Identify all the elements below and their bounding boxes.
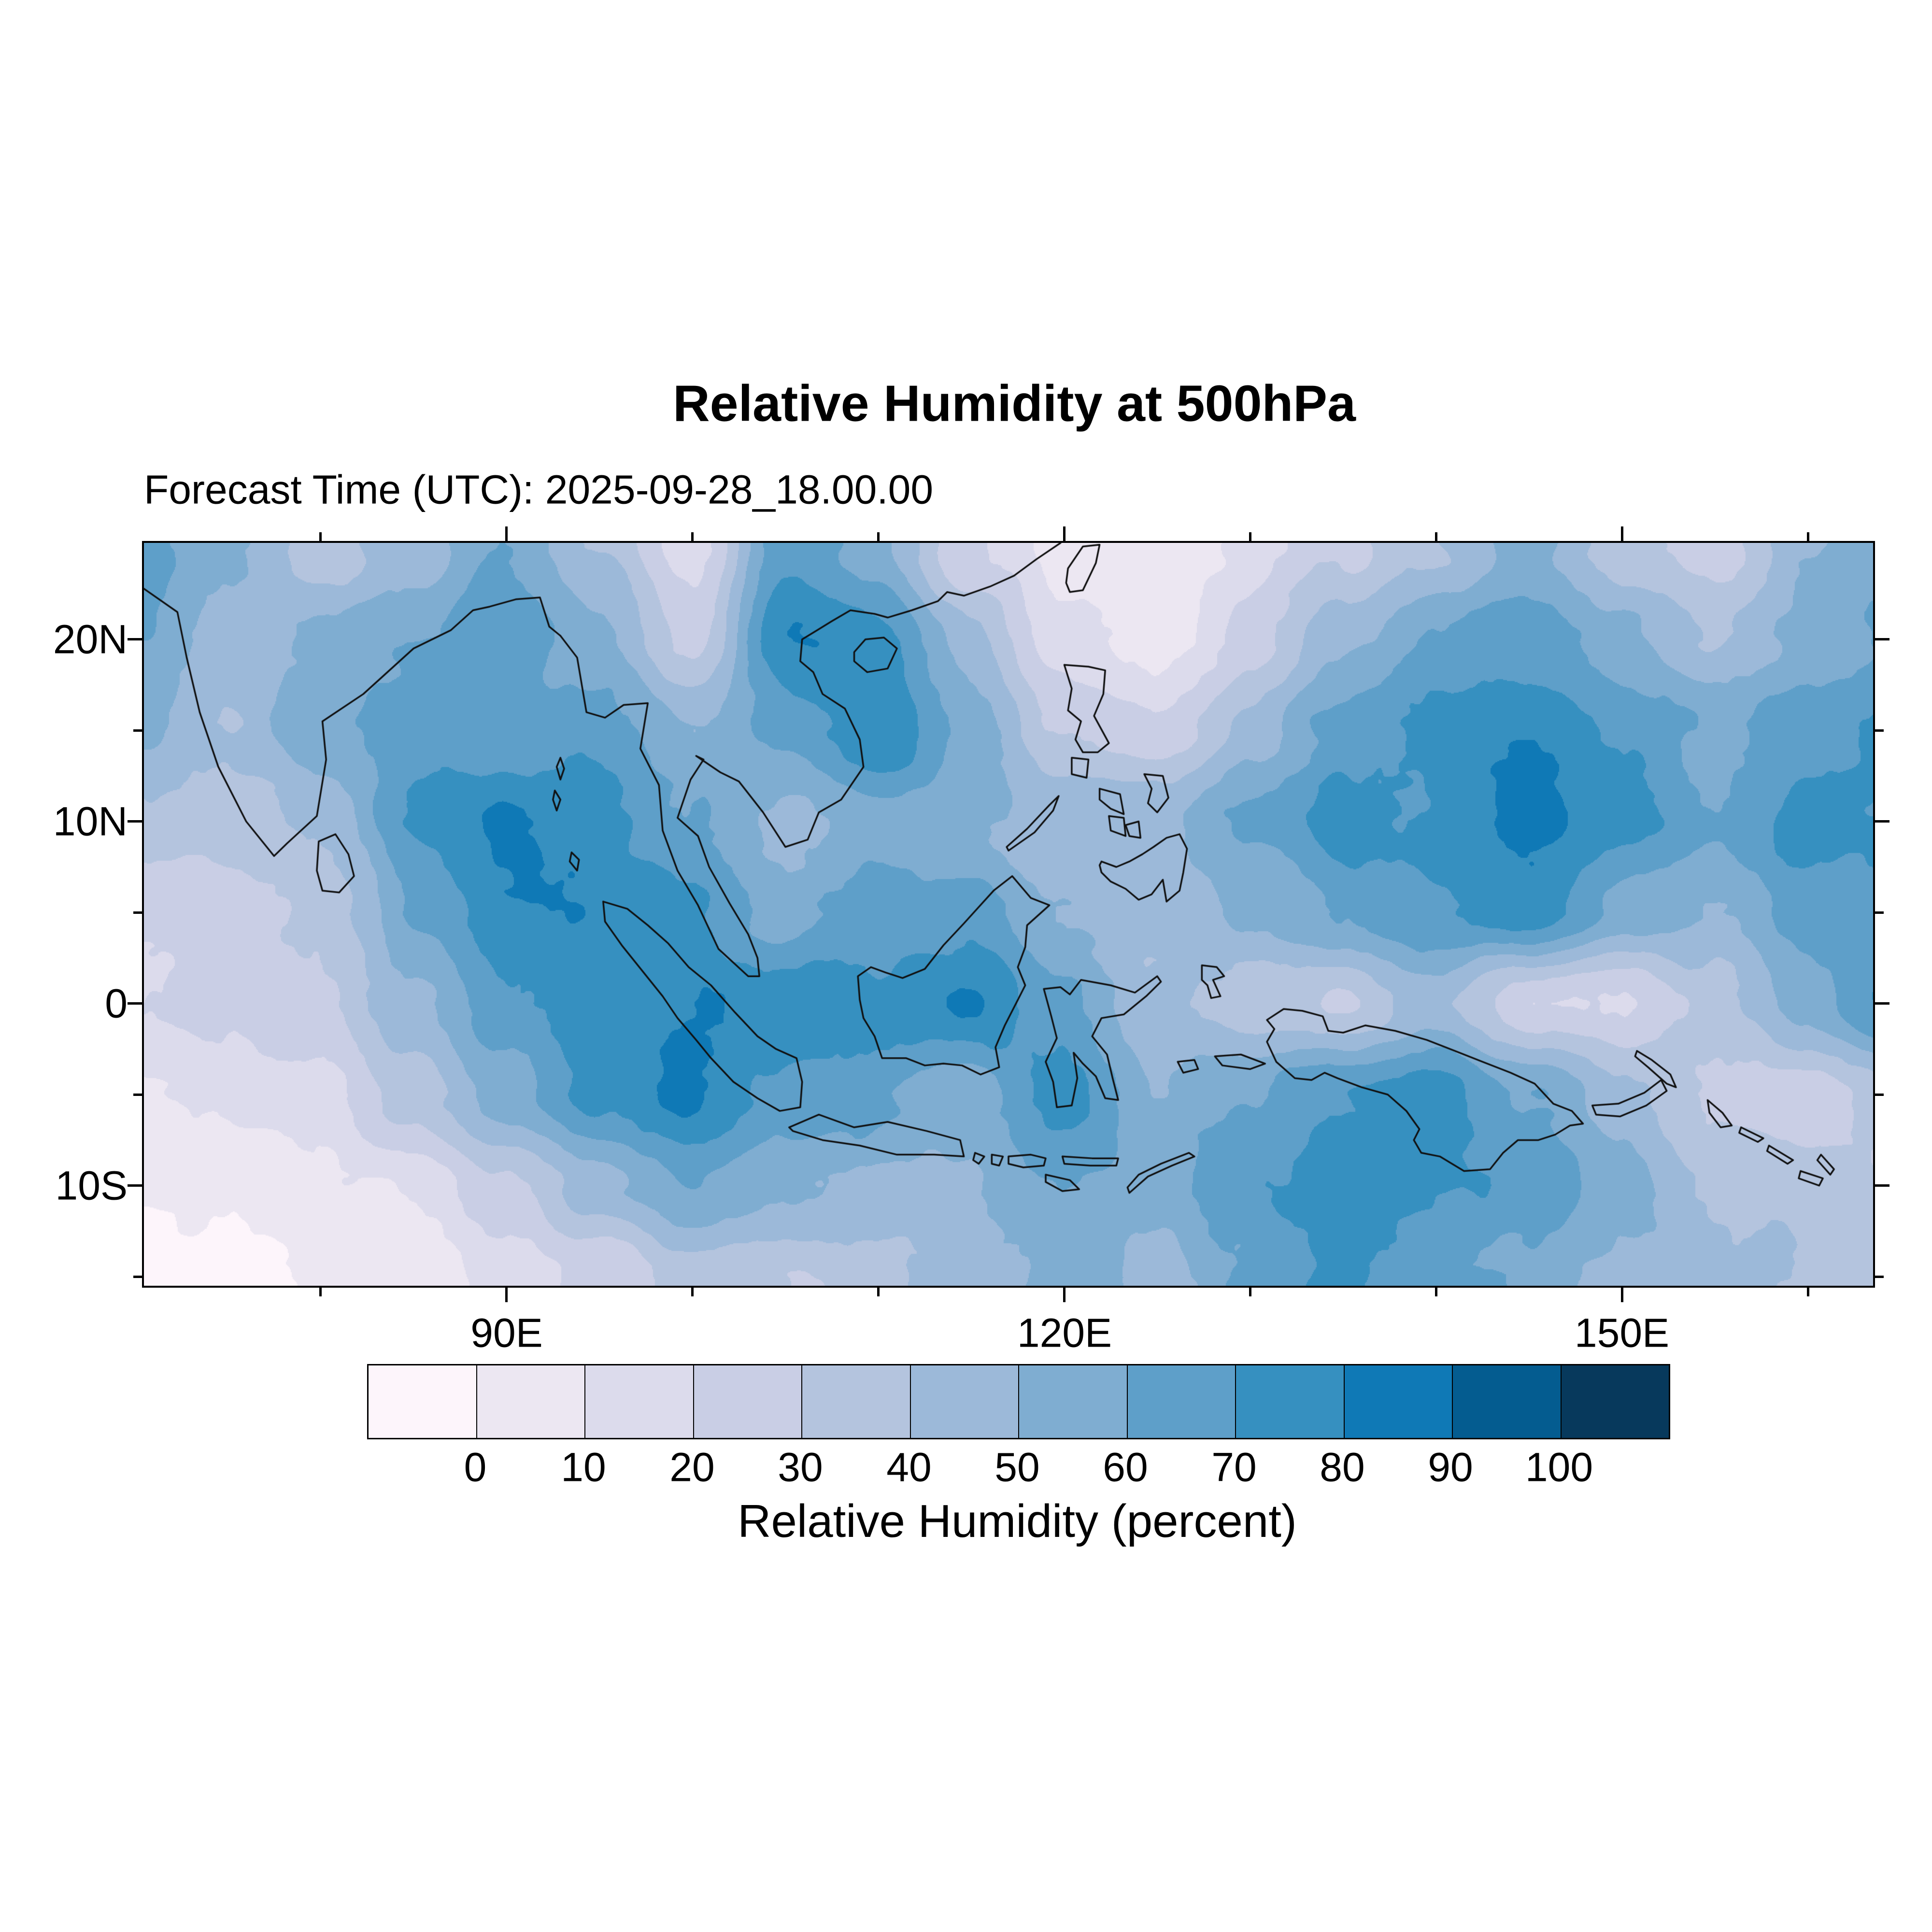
colorbar-tick-label-90: 90 bbox=[1428, 1444, 1473, 1490]
axis-tick bbox=[1620, 526, 1623, 541]
axis-tick bbox=[319, 532, 322, 541]
axis-tick bbox=[128, 1002, 142, 1005]
axis-tick bbox=[1435, 532, 1437, 541]
colorbar-segment-7 bbox=[1126, 1365, 1235, 1438]
colorbar-segment-11 bbox=[1560, 1365, 1669, 1438]
y-tick-label-20n: 20N bbox=[53, 616, 128, 662]
colorbar-tick-label-40: 40 bbox=[886, 1444, 932, 1490]
x-tick-label-120e: 120E bbox=[1017, 1310, 1112, 1356]
chart-title: Relative Humidity at 500hPa bbox=[673, 375, 1356, 432]
colorbar-tick-label-10: 10 bbox=[561, 1444, 606, 1490]
axis-tick bbox=[133, 911, 142, 914]
axis-tick bbox=[133, 729, 142, 732]
axis-tick bbox=[691, 1288, 694, 1296]
colorbar-tick-label-70: 70 bbox=[1211, 1444, 1257, 1490]
axis-tick bbox=[1063, 526, 1065, 541]
axis-tick bbox=[1875, 1093, 1884, 1096]
humidity-field-canvas bbox=[144, 543, 1873, 1286]
y-tick-label-0: 0 bbox=[105, 980, 128, 1026]
colorbar-tick-label-80: 80 bbox=[1320, 1444, 1365, 1490]
axis-tick bbox=[877, 532, 880, 541]
axis-tick bbox=[1249, 532, 1251, 541]
axis-tick bbox=[128, 638, 142, 641]
colorbar-segment-3 bbox=[693, 1365, 801, 1438]
colorbar-segment-0 bbox=[369, 1365, 476, 1438]
axis-tick bbox=[1435, 1288, 1437, 1296]
axis-tick bbox=[1875, 1275, 1884, 1278]
axis-tick bbox=[1875, 911, 1884, 914]
y-tick-label-10s: 10S bbox=[55, 1163, 128, 1208]
colorbar-tick-label-20: 20 bbox=[669, 1444, 715, 1490]
y-tick-label-10n: 10N bbox=[53, 798, 128, 844]
axis-tick bbox=[1806, 1288, 1809, 1296]
colorbar-segment-1 bbox=[476, 1365, 584, 1438]
axis-tick bbox=[1875, 820, 1889, 823]
colorbar-tick-label-30: 30 bbox=[778, 1444, 823, 1490]
axis-tick bbox=[691, 532, 694, 541]
colorbar-tick-label-100: 100 bbox=[1525, 1444, 1593, 1490]
axis-tick bbox=[1806, 532, 1809, 541]
axis-tick bbox=[1875, 638, 1889, 641]
axis-tick bbox=[1875, 1002, 1889, 1005]
colorbar-tick-label-50: 50 bbox=[994, 1444, 1040, 1490]
axis-tick bbox=[133, 1275, 142, 1278]
axis-tick bbox=[319, 1288, 322, 1296]
x-tick-label-90e: 90E bbox=[470, 1310, 543, 1356]
colorbar-segment-8 bbox=[1235, 1365, 1344, 1438]
colorbar-caption: Relative Humidity (percent) bbox=[738, 1495, 1297, 1547]
forecast-time-label: Forecast Time (UTC): 2025-09-28_18.00.00 bbox=[144, 467, 934, 512]
colorbar-segment-9 bbox=[1343, 1365, 1452, 1438]
axis-tick bbox=[1620, 1288, 1623, 1302]
x-tick-label-150e: 150E bbox=[1574, 1310, 1670, 1356]
axis-tick bbox=[505, 1288, 508, 1302]
axis-tick bbox=[133, 1093, 142, 1096]
colorbar-segment-6 bbox=[1018, 1365, 1127, 1438]
colorbar bbox=[367, 1364, 1670, 1439]
colorbar-segment-10 bbox=[1452, 1365, 1561, 1438]
axis-tick bbox=[505, 526, 508, 541]
map-plot bbox=[142, 541, 1875, 1288]
axis-tick bbox=[1875, 1184, 1889, 1187]
axis-tick bbox=[1875, 729, 1884, 732]
colorbar-tick-label-0: 0 bbox=[464, 1444, 487, 1490]
axis-tick bbox=[1249, 1288, 1251, 1296]
colorbar-segment-2 bbox=[584, 1365, 693, 1438]
axis-tick bbox=[128, 1184, 142, 1187]
axis-tick bbox=[128, 820, 142, 823]
colorbar-segment-4 bbox=[801, 1365, 910, 1438]
axis-tick bbox=[877, 1288, 880, 1296]
colorbar-segment-5 bbox=[909, 1365, 1018, 1438]
colorbar-tick-label-60: 60 bbox=[1103, 1444, 1148, 1490]
axis-tick bbox=[1063, 1288, 1065, 1302]
